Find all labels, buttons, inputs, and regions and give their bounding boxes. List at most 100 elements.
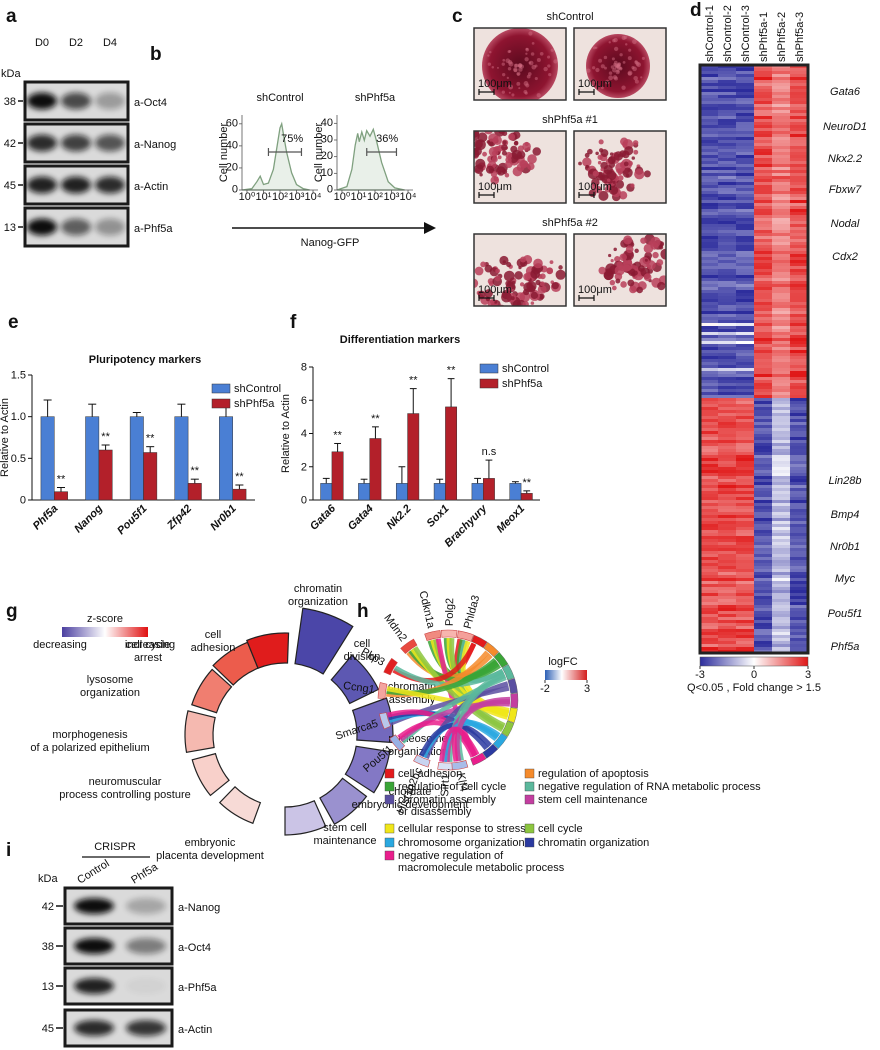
image-border xyxy=(573,27,667,101)
heatmap-cell xyxy=(772,521,791,525)
heatmap-cell xyxy=(700,230,719,234)
heatmap-cell xyxy=(790,503,809,507)
significance-label: ** xyxy=(235,471,244,483)
heatmap-cell xyxy=(790,608,809,612)
heatmap-cell xyxy=(790,122,809,126)
cell xyxy=(513,141,519,146)
heatmap-cell xyxy=(736,614,755,618)
legend-label: shPhf5a xyxy=(234,398,275,410)
colony-speckle xyxy=(625,43,628,46)
heatmap-cell xyxy=(718,485,737,489)
heatmap-cell xyxy=(736,293,755,297)
heatmap-cell xyxy=(754,638,773,642)
heatmap-cell xyxy=(790,509,809,513)
heatmap-cell xyxy=(700,83,719,87)
go-term-line: arrest xyxy=(134,652,162,664)
heatmap-cell xyxy=(700,116,719,120)
heatmap-cell xyxy=(772,224,791,228)
heatmap-cell xyxy=(736,266,755,270)
heatmap-cell xyxy=(718,470,737,474)
colony-speckle xyxy=(634,60,639,65)
heatmap-cell xyxy=(754,65,773,69)
heatmap-cell xyxy=(736,539,755,543)
heatmap-cell xyxy=(736,542,755,546)
heatmap-cell xyxy=(718,440,737,444)
heatmap-cell xyxy=(772,179,791,183)
heatmap-cell xyxy=(700,218,719,222)
heatmap-cell xyxy=(790,95,809,99)
heatmap-cell xyxy=(718,401,737,405)
heatmap-cell xyxy=(754,251,773,255)
colony-speckle xyxy=(536,93,541,98)
category-line: regulation of apoptosis xyxy=(538,768,649,780)
heatmap-cell xyxy=(700,434,719,438)
heatmap-cell xyxy=(736,464,755,468)
heatmap-cell xyxy=(700,467,719,471)
heatmap-cell xyxy=(772,131,791,135)
heatmap-cell xyxy=(754,557,773,561)
heatmap-cell xyxy=(754,632,773,636)
heatmap-cell xyxy=(718,92,737,96)
category-label: cell adhesion xyxy=(398,768,462,780)
cell xyxy=(519,159,528,168)
heatmap-cell xyxy=(736,581,755,585)
heatmap-cell xyxy=(736,218,755,222)
x-tick-label: Nk2.2 xyxy=(384,503,413,532)
cell xyxy=(494,300,498,304)
cell xyxy=(612,180,616,184)
heatmap-cell xyxy=(754,272,773,276)
heatmap-cell xyxy=(772,380,791,384)
heatmap-cell xyxy=(736,182,755,186)
cell xyxy=(620,281,627,288)
colony-speckle xyxy=(513,63,518,68)
heatmap-cell xyxy=(772,134,791,138)
cell xyxy=(479,173,483,177)
heatmap-cell xyxy=(754,467,773,471)
heatmap-cell xyxy=(790,278,809,282)
heatmap-cell xyxy=(790,350,809,354)
colony-speckle xyxy=(513,67,518,72)
heatmap-cell xyxy=(736,323,755,327)
heatmap-cell xyxy=(790,266,809,270)
heatmap-cell xyxy=(718,176,737,180)
heatmap-cell xyxy=(772,452,791,456)
cell xyxy=(597,154,603,160)
heatmap-cell xyxy=(700,584,719,588)
go-term-label: neuromuscular process controlling posture xyxy=(59,776,190,801)
heatmap-cell xyxy=(754,227,773,231)
heatmap-cell xyxy=(700,266,719,270)
heatmap-cell xyxy=(736,299,755,303)
heatmap-cell xyxy=(700,494,719,498)
bar xyxy=(433,483,446,501)
category-line: chromosome organization xyxy=(398,837,525,849)
heatmap-cell xyxy=(790,647,809,651)
heatmap-cell xyxy=(790,527,809,531)
heatmap-cell xyxy=(754,248,773,252)
heatmap-cell xyxy=(736,479,755,483)
significance-label: n.s xyxy=(482,446,497,458)
heatmap-cell xyxy=(718,266,737,270)
cell xyxy=(475,158,486,169)
heatmap-cell xyxy=(754,548,773,552)
heatmap-cell xyxy=(736,296,755,300)
heatmap-cell xyxy=(736,449,755,453)
heatmap-cell xyxy=(718,206,737,210)
heatmap-cell xyxy=(736,377,755,381)
heatmap-cell xyxy=(754,620,773,624)
heatmap-cell xyxy=(754,449,773,453)
heatmap-cell xyxy=(700,395,719,399)
heatmap-cell xyxy=(736,515,755,519)
heatmap-cell xyxy=(736,545,755,549)
cell xyxy=(600,161,608,170)
heatmap-cell xyxy=(754,281,773,285)
heatmap-cell xyxy=(772,77,791,81)
gate xyxy=(366,148,398,156)
panel-label: c xyxy=(452,6,463,27)
heatmap-cell xyxy=(736,116,755,120)
group-label: CRISPR xyxy=(94,841,136,853)
heatmap-cell xyxy=(736,584,755,588)
heatmap-cell xyxy=(772,89,791,93)
cell xyxy=(505,160,513,169)
cell xyxy=(508,133,516,141)
cell xyxy=(597,160,602,165)
